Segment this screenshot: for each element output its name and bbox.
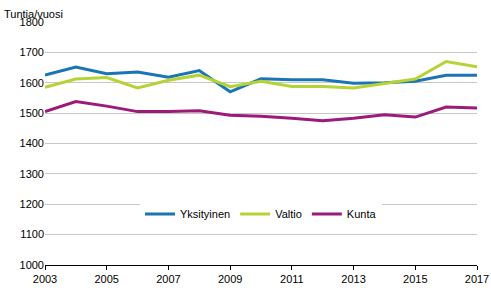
svg-text:Kunta: Kunta (347, 208, 377, 220)
svg-text:2003: 2003 (33, 273, 57, 285)
svg-text:1300: 1300 (20, 168, 44, 180)
svg-text:2013: 2013 (341, 273, 365, 285)
svg-text:1700: 1700 (20, 46, 44, 58)
svg-text:2011: 2011 (280, 273, 304, 285)
svg-text:1100: 1100 (20, 228, 44, 240)
svg-text:Tuntia/vuosi: Tuntia/vuosi (4, 8, 63, 20)
svg-text:2017: 2017 (465, 273, 489, 285)
svg-text:1200: 1200 (20, 198, 44, 210)
svg-text:Valtio: Valtio (275, 208, 302, 220)
svg-text:2007: 2007 (156, 273, 180, 285)
svg-text:2009: 2009 (218, 273, 242, 285)
svg-text:1600: 1600 (20, 77, 44, 89)
svg-text:1500: 1500 (20, 107, 44, 119)
svg-text:2015: 2015 (403, 273, 427, 285)
svg-text:Yksityinen: Yksityinen (180, 208, 230, 220)
svg-text:2005: 2005 (94, 273, 118, 285)
svg-text:1800: 1800 (20, 16, 44, 28)
svg-text:1400: 1400 (20, 137, 44, 149)
svg-text:1000: 1000 (20, 259, 44, 271)
